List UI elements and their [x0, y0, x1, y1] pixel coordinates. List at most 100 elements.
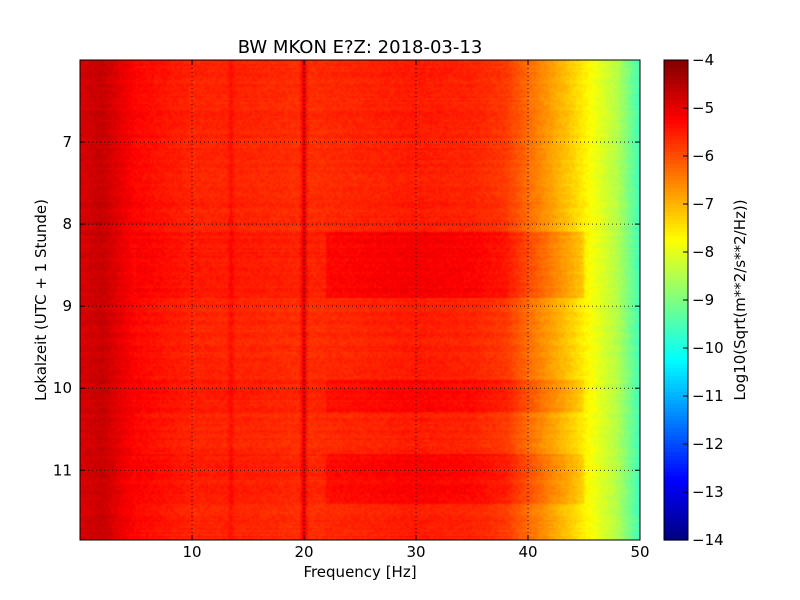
colorbar-segment [664, 124, 688, 129]
y-axis: 7 8 9 10 11 [53, 133, 640, 479]
colorbar-segment [664, 416, 688, 421]
colorbar-segment [664, 252, 688, 257]
y-tick-label: 7 [62, 133, 72, 151]
colorbar-segment [664, 76, 688, 81]
colorbar-segment [664, 328, 688, 333]
colorbar: −4 −5 −6 −7 −8 −9 −10 −11 −12 −13 −14 [664, 51, 724, 549]
colorbar-segment [664, 396, 688, 401]
colorbar-segment [664, 232, 688, 237]
colorbar-segment [664, 296, 688, 301]
colorbar-segment [664, 344, 688, 349]
colorbar-segment [664, 524, 688, 529]
colorbar-segment [664, 200, 688, 205]
colorbar-segment [664, 492, 688, 497]
colorbar-segment [664, 504, 688, 509]
colorbar-segment [664, 444, 688, 449]
colorbar-segment [664, 280, 688, 285]
x-tick-label: 50 [630, 543, 649, 561]
x-tick-label: 10 [182, 543, 201, 561]
colorbar-segment [664, 500, 688, 505]
colorbar-tick-label: −12 [692, 435, 724, 453]
colorbar-segment [664, 332, 688, 337]
colorbar-segment [664, 96, 688, 101]
colorbar-segment [664, 284, 688, 289]
colorbar-segment [664, 160, 688, 165]
colorbar-segment [664, 348, 688, 353]
colorbar-segment [664, 120, 688, 125]
colorbar-tick-label: −13 [692, 483, 724, 501]
colorbar-segment [664, 168, 688, 173]
colorbar-segment [664, 236, 688, 241]
y-tick-label: 11 [53, 461, 72, 479]
colorbar-segment [664, 256, 688, 261]
colorbar-segment [664, 64, 688, 69]
colorbar-frame [663, 59, 689, 541]
colorbar-segment [664, 496, 688, 501]
colorbar-segment [664, 360, 688, 365]
colorbar-segment [664, 476, 688, 481]
colorbar-segment [664, 140, 688, 145]
colorbar-segment [664, 196, 688, 201]
colorbar-segment [664, 100, 688, 105]
colorbar-tick-label: −4 [692, 51, 714, 69]
colorbar-segment [664, 324, 688, 329]
chart-title: BW MKON E?Z: 2018-03-13 [238, 37, 483, 58]
colorbar-segment [664, 512, 688, 517]
colorbar-segment [664, 164, 688, 169]
colorbar-segment [664, 412, 688, 417]
colorbar-segment [664, 488, 688, 493]
colorbar-segment [664, 304, 688, 309]
x-tick-label: 20 [294, 543, 313, 561]
colorbar-segment [664, 440, 688, 445]
plot-frame [79, 59, 641, 541]
colorbar-segment [664, 268, 688, 273]
colorbar-segment [664, 380, 688, 385]
colorbar-segment [664, 292, 688, 297]
colorbar-segment [664, 84, 688, 89]
colorbar-segment [664, 404, 688, 409]
colorbar-segment [664, 384, 688, 389]
colorbar-segment [664, 436, 688, 441]
colorbar-segment [664, 176, 688, 181]
colorbar-segment [664, 212, 688, 217]
colorbar-segment [664, 336, 688, 341]
colorbar-segment [664, 400, 688, 405]
colorbar-segment [664, 148, 688, 153]
colorbar-segment [664, 108, 688, 113]
colorbar-segment [664, 376, 688, 381]
colorbar-segment [664, 240, 688, 245]
colorbar-segment [664, 464, 688, 469]
x-axis-label: Frequency [Hz] [303, 563, 416, 581]
colorbar-tick-label: −5 [692, 99, 714, 117]
colorbar-segment [664, 312, 688, 317]
colorbar-tick-label: −11 [692, 387, 724, 405]
colorbar-segment [664, 224, 688, 229]
colorbar-segment [664, 80, 688, 85]
colorbar-segment [664, 228, 688, 233]
colorbar-segment [664, 244, 688, 249]
colorbar-segment [664, 152, 688, 157]
colorbar-segment [664, 188, 688, 193]
colorbar-segment [664, 428, 688, 433]
colorbar-segment [664, 112, 688, 117]
colorbar-segment [664, 192, 688, 197]
colorbar-segment [664, 136, 688, 141]
colorbar-segment [664, 408, 688, 413]
colorbar-segment [664, 68, 688, 73]
colorbar-segment [664, 180, 688, 185]
colorbar-segment [664, 448, 688, 453]
colorbar-segment [664, 536, 688, 541]
colorbar-segment [664, 216, 688, 221]
colorbar-segment [664, 172, 688, 177]
colorbar-segment [664, 128, 688, 133]
colorbar-label: Log10(Sqrt(m**2/s**2/Hz)) [731, 199, 749, 400]
colorbar-segment [664, 528, 688, 533]
colorbar-segment [664, 288, 688, 293]
x-tick-label: 30 [406, 543, 425, 561]
colorbar-segment [664, 184, 688, 189]
colorbar-segment [664, 356, 688, 361]
colorbar-segment [664, 260, 688, 265]
colorbar-segment [664, 468, 688, 473]
